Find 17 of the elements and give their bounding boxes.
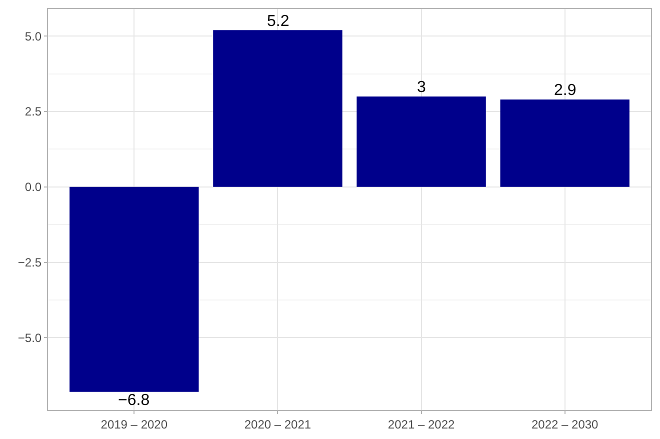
bar	[356, 96, 486, 187]
bar	[213, 30, 342, 187]
x-tick-label: 2019 – 2020	[100, 417, 168, 432]
x-tick-label: 2020 – 2021	[244, 417, 312, 432]
bar	[70, 186, 199, 392]
x-tick-label: 2021 – 2022	[388, 417, 455, 432]
y-tick-label: −2.5	[18, 255, 42, 270]
data-label: 5.2	[267, 13, 290, 30]
y-tick-label: 0.0	[24, 180, 42, 194]
bar	[500, 99, 630, 187]
y-tick-label: 5.0	[24, 29, 42, 44]
data-label: 2.9	[554, 82, 576, 99]
data-label: −6.8	[118, 392, 150, 409]
y-tick-label: 2.5	[24, 104, 42, 119]
data-label: 3	[417, 79, 426, 96]
x-tick-label: 2022 – 2030	[531, 417, 599, 432]
y-tick-label: −5.0	[18, 330, 42, 345]
